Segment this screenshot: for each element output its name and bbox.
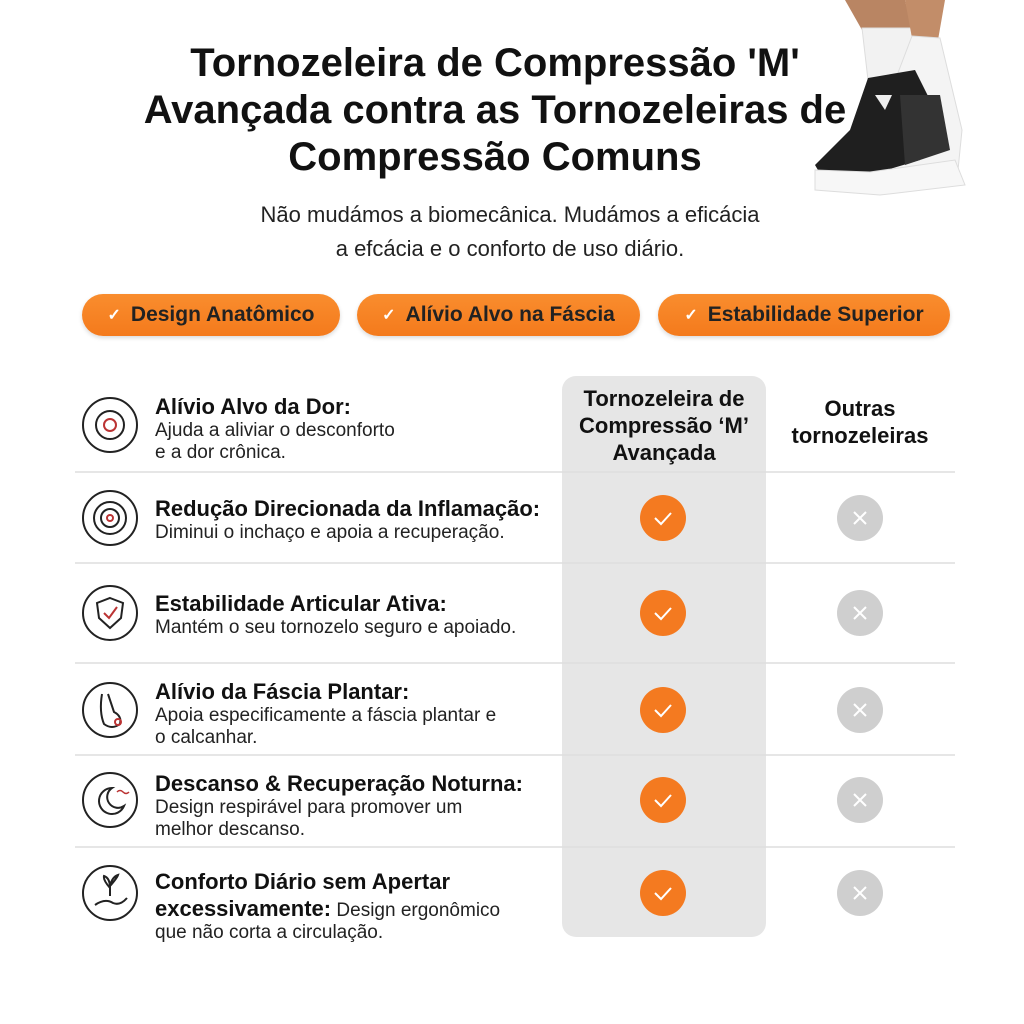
column-header: Outras tornozeleiras [791, 396, 929, 448]
check-mark [640, 495, 686, 541]
check-glyph [654, 607, 672, 621]
feature-description: melhor descanso. [155, 819, 305, 840]
row-dividers [75, 471, 955, 848]
feature: Alívio Alvo da Dor: Ajuda a aliviar o des… [155, 393, 550, 464]
subtitle-line: a efcácia e o conforto de uso diário. [335, 236, 685, 261]
feature: Redução Direcionada da Inflamação: Diminu… [155, 495, 550, 544]
feature-description: Apoia especificamente a fáscia plantar e [155, 705, 497, 726]
check-glyph [654, 794, 672, 808]
badge-label: Estabilidade Superior [707, 303, 924, 326]
check-glyph [654, 887, 672, 901]
title: Tornozeleira de Compressão 'M' Avançada c… [110, 40, 880, 181]
product-image [814, 0, 966, 196]
feature-description: Diminui o inchaço e apoia a recuperação. [155, 522, 505, 543]
feature-description: e a dor crônica. [155, 442, 286, 463]
feature-title: Estabilidade Articular Ativa: [155, 591, 447, 616]
badge: ✓ Estabilidade Superior [658, 294, 950, 336]
title-line: Compressão Comuns [288, 135, 702, 179]
title-line: Avançada contra as Tornozeleiras de [143, 88, 847, 132]
check-icon: ✓ [684, 307, 698, 324]
x-glyph [853, 793, 867, 807]
feature-description: Mantém o seu tornozelo seguro e apoiado. [155, 617, 517, 638]
check-mark [640, 777, 686, 823]
feature-title: Descanso & Recuperação Noturna: [155, 771, 523, 796]
badge-label: Alívio Alvo na Fáscia [405, 303, 615, 326]
feature-description: que não corta a circulação. [155, 922, 384, 943]
x-glyph [853, 511, 867, 525]
check-icon: ✓ [382, 307, 396, 324]
x-glyph [853, 703, 867, 717]
feature: Conforto Diário sem Apertar excessivamen… [155, 868, 530, 944]
subtitle-line: Não mudámos a biomecânica. Mudámos a efi… [260, 202, 760, 227]
feature: Descanso & Recuperação Noturna: Design re… [155, 770, 550, 841]
feature-title: Conforto Diário sem Apertar excessivamen… [155, 869, 451, 921]
title-line: Tornozeleira de Compressão 'M' [190, 41, 800, 85]
check-mark [640, 687, 686, 733]
row-icons [82, 397, 138, 921]
column-header: Tornozeleira de Compressão ‘M’ Avançada [579, 386, 749, 465]
x-glyph [853, 886, 867, 900]
feature-title: Alívio Alvo da Dor: [155, 394, 351, 419]
badge: ✓ Design Anatômico [82, 294, 340, 336]
comparison-marks [640, 495, 883, 916]
feature-description: Design respirável para promover um [155, 797, 463, 818]
feature-title: Alívio da Fáscia Plantar: [155, 679, 410, 704]
feature-title: Redução Direcionada da Inflamação: [155, 496, 541, 521]
feature-description: o calcanhar. [155, 727, 258, 748]
x-glyph [853, 606, 867, 620]
feature: Alívio da Fáscia Plantar: Apoia especific… [155, 678, 550, 749]
feature: Estabilidade Articular Ativa: Mantém o se… [155, 590, 550, 639]
feature-description: Design ergonômico [336, 900, 501, 921]
highlight-column [562, 376, 766, 937]
check-glyph [654, 512, 672, 526]
badge: ✓ Alívio Alvo na Fáscia [357, 294, 640, 336]
subtitle: Não mudámos a biomecânica. Mudámos a efi… [160, 198, 860, 266]
badge-label: Design Anatômico [130, 303, 315, 326]
check-icon: ✓ [107, 307, 121, 324]
check-glyph [654, 704, 672, 718]
check-mark [640, 870, 686, 916]
feature-description: Ajuda a aliviar o desconforto [155, 420, 395, 441]
check-mark [640, 590, 686, 636]
